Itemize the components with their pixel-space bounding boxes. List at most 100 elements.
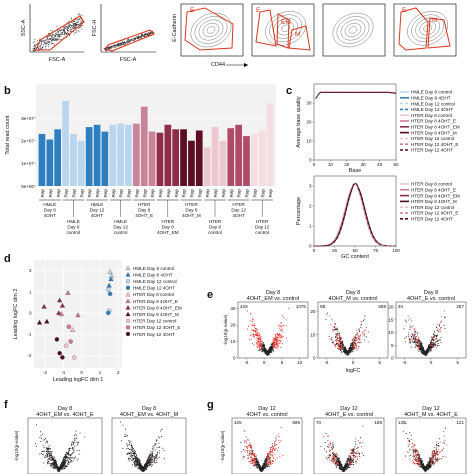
y-tick-label: 30: [306, 101, 312, 106]
facs-dot: [76, 21, 78, 23]
volcano-point: [440, 451, 442, 453]
volcano-point: [126, 453, 128, 456]
scatter-point: [54, 337, 60, 342]
x-tick-label: 40: [377, 162, 383, 167]
volcano-point: [262, 465, 265, 467]
volcano-point: [351, 450, 353, 452]
facs-dot: [54, 37, 56, 39]
facs-dot: [45, 42, 47, 44]
facs-dot: [78, 23, 80, 25]
x-tick-label: 0: [263, 360, 266, 365]
facs-dot: [70, 24, 72, 26]
facs-dot: [80, 25, 82, 27]
volcano-point: [354, 452, 356, 455]
volcano-point: [359, 442, 361, 444]
facs-dot: [153, 31, 155, 33]
volcano-point: [253, 460, 255, 462]
volcano-point: [136, 460, 138, 462]
volcano-point: [343, 468, 345, 470]
volcano-point: [333, 456, 335, 458]
volcano-point: [249, 461, 251, 463]
facs-dot: [59, 34, 61, 36]
volcano-point: [57, 465, 59, 468]
volcano-point: [133, 450, 135, 452]
up-count: 121: [456, 420, 464, 425]
volcano-point: [332, 443, 334, 445]
volcano-point: [353, 340, 355, 342]
volcano-point: [50, 466, 52, 468]
group-label: Day 12: [113, 225, 128, 230]
volcano-point: [266, 462, 268, 464]
bar: [46, 139, 54, 186]
volcano-point: [355, 455, 357, 457]
facs-dot: [135, 36, 137, 37]
group-label: 4OHT: [232, 213, 244, 218]
facs-dot: [114, 44, 116, 46]
legend-label: HTER Day 12 4OHT_E: [411, 142, 458, 147]
volcano-point: [156, 451, 159, 453]
volcano-point: [415, 457, 417, 459]
facs-dot: [141, 33, 143, 35]
volcano-point: [154, 449, 156, 451]
volcano-point: [274, 339, 276, 341]
volcano-point: [277, 344, 279, 346]
volcano-point: [69, 457, 71, 459]
bar: [211, 127, 219, 186]
facs-dot: [145, 32, 146, 34]
volcano-point: [336, 336, 338, 338]
facs-dot: [50, 37, 52, 39]
y-tick-label: 20: [306, 120, 312, 125]
volcano-point: [253, 459, 255, 461]
volcano-point: [351, 344, 353, 347]
volcano-point: [253, 344, 255, 346]
facs-dot: [67, 28, 69, 30]
group-label: HMLE: [91, 202, 104, 207]
facs-dot: [48, 44, 49, 45]
volcano-point: [347, 458, 349, 460]
volcano-point: [409, 342, 411, 344]
volcano-point: [345, 466, 347, 468]
volcano-point: [332, 451, 334, 453]
volcano-point: [341, 343, 343, 345]
volcano-point: [335, 465, 337, 467]
volcano-point: [127, 444, 129, 446]
volcano-point: [408, 455, 410, 457]
volcano-point: [158, 450, 160, 452]
facs-dot: [73, 26, 75, 28]
volcano-point: [338, 332, 340, 334]
bar-tick-label: Rep: [158, 189, 163, 198]
volcano-point: [274, 459, 276, 461]
volcano-point: [352, 460, 354, 462]
facs-dot: [138, 35, 140, 37]
facs-dot: [51, 43, 53, 45]
volcano-point: [332, 328, 334, 331]
volcano-point: [64, 467, 67, 469]
volcano-point: [125, 428, 127, 430]
facs-dot: [36, 43, 38, 45]
volcano-point: [46, 441, 48, 444]
volcano-point: [261, 344, 263, 346]
volcano-point: [270, 343, 272, 345]
volcano-point: [418, 345, 420, 347]
volcano-point: [269, 455, 271, 457]
volcano-point: [272, 454, 274, 456]
volcano-point: [442, 447, 445, 449]
volcano-point: [326, 446, 328, 448]
down-count: 429: [240, 304, 248, 309]
volcano-point: [277, 337, 279, 339]
volcano-point: [407, 319, 409, 321]
volcano-point: [260, 470, 262, 472]
facs-dot: [124, 41, 126, 43]
volcano-point: [251, 456, 253, 458]
volcano-point: [247, 310, 249, 312]
volcano-point: [436, 347, 438, 349]
volcano-point: [339, 343, 341, 345]
volcano-point: [285, 325, 287, 327]
volcano-point: [153, 458, 155, 460]
volcano-point: [76, 444, 79, 446]
volcano-point: [351, 339, 354, 341]
volcano-point: [267, 453, 269, 455]
volcano-point: [48, 452, 50, 455]
facs-dot: [66, 33, 68, 34]
